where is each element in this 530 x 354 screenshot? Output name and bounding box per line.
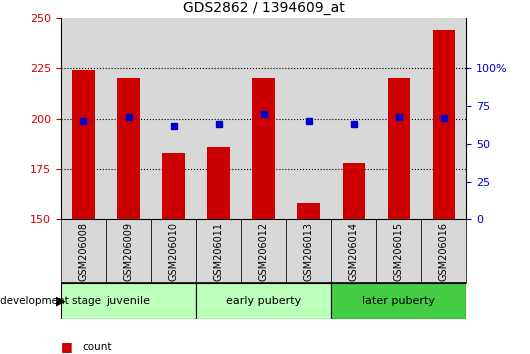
Bar xyxy=(151,219,196,283)
Bar xyxy=(106,219,151,283)
Text: development stage: development stage xyxy=(0,296,101,306)
Bar xyxy=(241,18,286,219)
Bar xyxy=(286,219,331,283)
Text: GSM206012: GSM206012 xyxy=(259,222,269,281)
Bar xyxy=(241,219,286,283)
Text: GSM206014: GSM206014 xyxy=(349,222,359,281)
Bar xyxy=(151,18,196,219)
Bar xyxy=(72,70,95,219)
Text: ▶: ▶ xyxy=(56,295,65,307)
Bar xyxy=(331,18,376,219)
Bar xyxy=(331,283,466,319)
Bar xyxy=(117,78,140,219)
Bar xyxy=(421,219,466,283)
Bar xyxy=(196,283,331,319)
Text: GSM206008: GSM206008 xyxy=(78,222,89,281)
Text: GSM206016: GSM206016 xyxy=(439,222,449,281)
Bar xyxy=(252,78,275,219)
Bar xyxy=(286,18,331,219)
Bar xyxy=(421,18,466,219)
Title: GDS2862 / 1394609_at: GDS2862 / 1394609_at xyxy=(183,1,344,15)
Bar xyxy=(61,283,196,319)
Bar xyxy=(61,219,106,283)
Bar xyxy=(196,18,241,219)
Text: GSM206011: GSM206011 xyxy=(214,222,224,281)
Bar xyxy=(376,219,421,283)
Text: GSM206010: GSM206010 xyxy=(169,222,179,281)
Bar xyxy=(162,153,185,219)
Text: early puberty: early puberty xyxy=(226,296,301,306)
Text: juvenile: juvenile xyxy=(107,296,151,306)
Text: later puberty: later puberty xyxy=(363,296,435,306)
Text: GSM206009: GSM206009 xyxy=(123,222,134,281)
Bar xyxy=(61,18,106,219)
Bar xyxy=(342,163,365,219)
Text: GSM206013: GSM206013 xyxy=(304,222,314,281)
Bar xyxy=(297,203,320,219)
Bar xyxy=(432,30,455,219)
Text: count: count xyxy=(82,342,112,352)
Text: ■: ■ xyxy=(61,341,73,353)
Bar xyxy=(207,147,230,219)
Bar xyxy=(106,18,151,219)
Bar xyxy=(196,219,241,283)
Bar xyxy=(376,18,421,219)
Bar xyxy=(331,219,376,283)
Text: GSM206015: GSM206015 xyxy=(394,222,404,281)
Bar xyxy=(387,78,410,219)
